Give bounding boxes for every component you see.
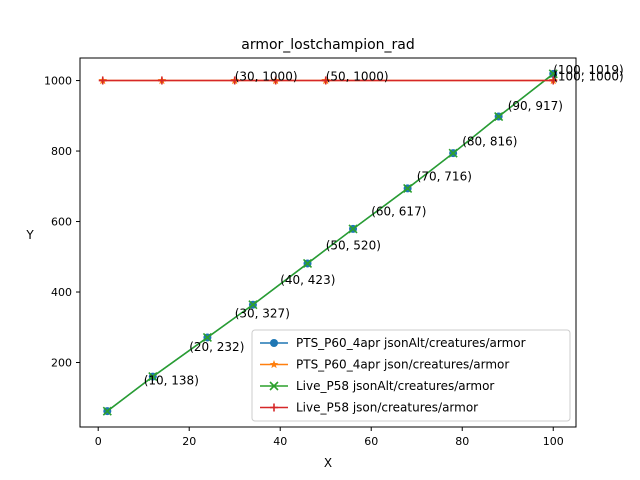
data-point — [302, 258, 313, 269]
x-tick-label: 20 — [182, 435, 196, 448]
data-label: (60, 617) — [371, 205, 426, 219]
data-point — [98, 76, 107, 85]
legend-item: PTS_P60_4apr json/creatures/armor — [260, 358, 509, 372]
y-tick-label: 600 — [51, 216, 72, 229]
data-point — [230, 76, 239, 85]
data-point — [202, 332, 212, 343]
legend: PTS_P60_4apr jsonAlt/creatures/armor PTS_… — [251, 329, 571, 422]
data-label: (10, 138) — [144, 373, 199, 387]
data-label: (30, 327) — [235, 307, 290, 321]
data-point — [157, 76, 166, 85]
plot-area — [98, 69, 558, 416]
data-point — [102, 406, 112, 416]
legend-label: PTS_P60_4apr jsonAlt/creatures/armor — [296, 336, 526, 350]
data-point — [549, 76, 558, 85]
y-tick-label: 400 — [51, 286, 72, 299]
data-label: (20, 232) — [189, 340, 244, 354]
data-point — [148, 372, 158, 382]
data-point — [270, 339, 278, 347]
data-label: (90, 917) — [508, 99, 563, 113]
data-point — [348, 224, 358, 234]
legend-label: Live_P58 jsonAlt/creatures/armor — [296, 379, 494, 393]
x-tick-label: 40 — [273, 435, 287, 448]
x-tick-label: 60 — [364, 435, 378, 448]
axes-frame — [79, 57, 577, 428]
legend-item: Live_P58 json/creatures/armor — [260, 401, 478, 415]
y-axis-label: Y — [25, 228, 34, 242]
data-label: (50, 1000) — [326, 70, 389, 84]
data-point — [270, 403, 278, 412]
data-label: (100, 1019) — [553, 63, 623, 77]
x-tick-label: 100 — [543, 435, 564, 448]
data-point — [448, 148, 458, 158]
y-tick-label: 200 — [51, 357, 72, 370]
data-point — [403, 183, 413, 193]
data-label: (100, 1000) — [553, 70, 623, 84]
data-point — [269, 381, 279, 391]
axes: 0 20 40 60 80 100 200 400 600 800 1000 — [44, 75, 564, 448]
data-point — [248, 300, 258, 310]
legend-item: Live_P58 jsonAlt/creatures/armor — [260, 379, 494, 393]
y-tick-label: 1000 — [44, 75, 72, 88]
legend-label: Live_P58 json/creatures/armor — [296, 401, 478, 415]
data-point — [494, 111, 504, 122]
data-labels: (10, 138) (20, 232) (30, 327) (40, 423) (50,… — [144, 63, 624, 387]
data-label: (80, 816) — [462, 134, 517, 148]
legend-label: PTS_P60_4apr json/creatures/armor — [296, 358, 509, 372]
legend-item: PTS_P60_4apr jsonAlt/creatures/armor — [260, 336, 526, 350]
x-tick-label: 80 — [455, 435, 469, 448]
data-label: (70, 716) — [417, 170, 472, 184]
x-axis-label: X — [324, 456, 332, 470]
data-point — [271, 76, 280, 85]
x-tick-label: 0 — [95, 435, 102, 448]
chart-title: armor_lostchampion_rad — [241, 37, 415, 53]
series-3 — [102, 69, 558, 416]
legend-box — [251, 329, 571, 422]
data-point — [548, 69, 558, 79]
data-point — [321, 76, 330, 85]
data-label: (40, 423) — [280, 273, 335, 287]
series-4 — [98, 76, 558, 85]
data-label: (30, 1000) — [235, 70, 298, 84]
data-label: (50, 520) — [326, 239, 381, 253]
y-tick-label: 800 — [51, 145, 72, 158]
series-line — [106, 73, 554, 412]
data-point — [269, 360, 279, 369]
